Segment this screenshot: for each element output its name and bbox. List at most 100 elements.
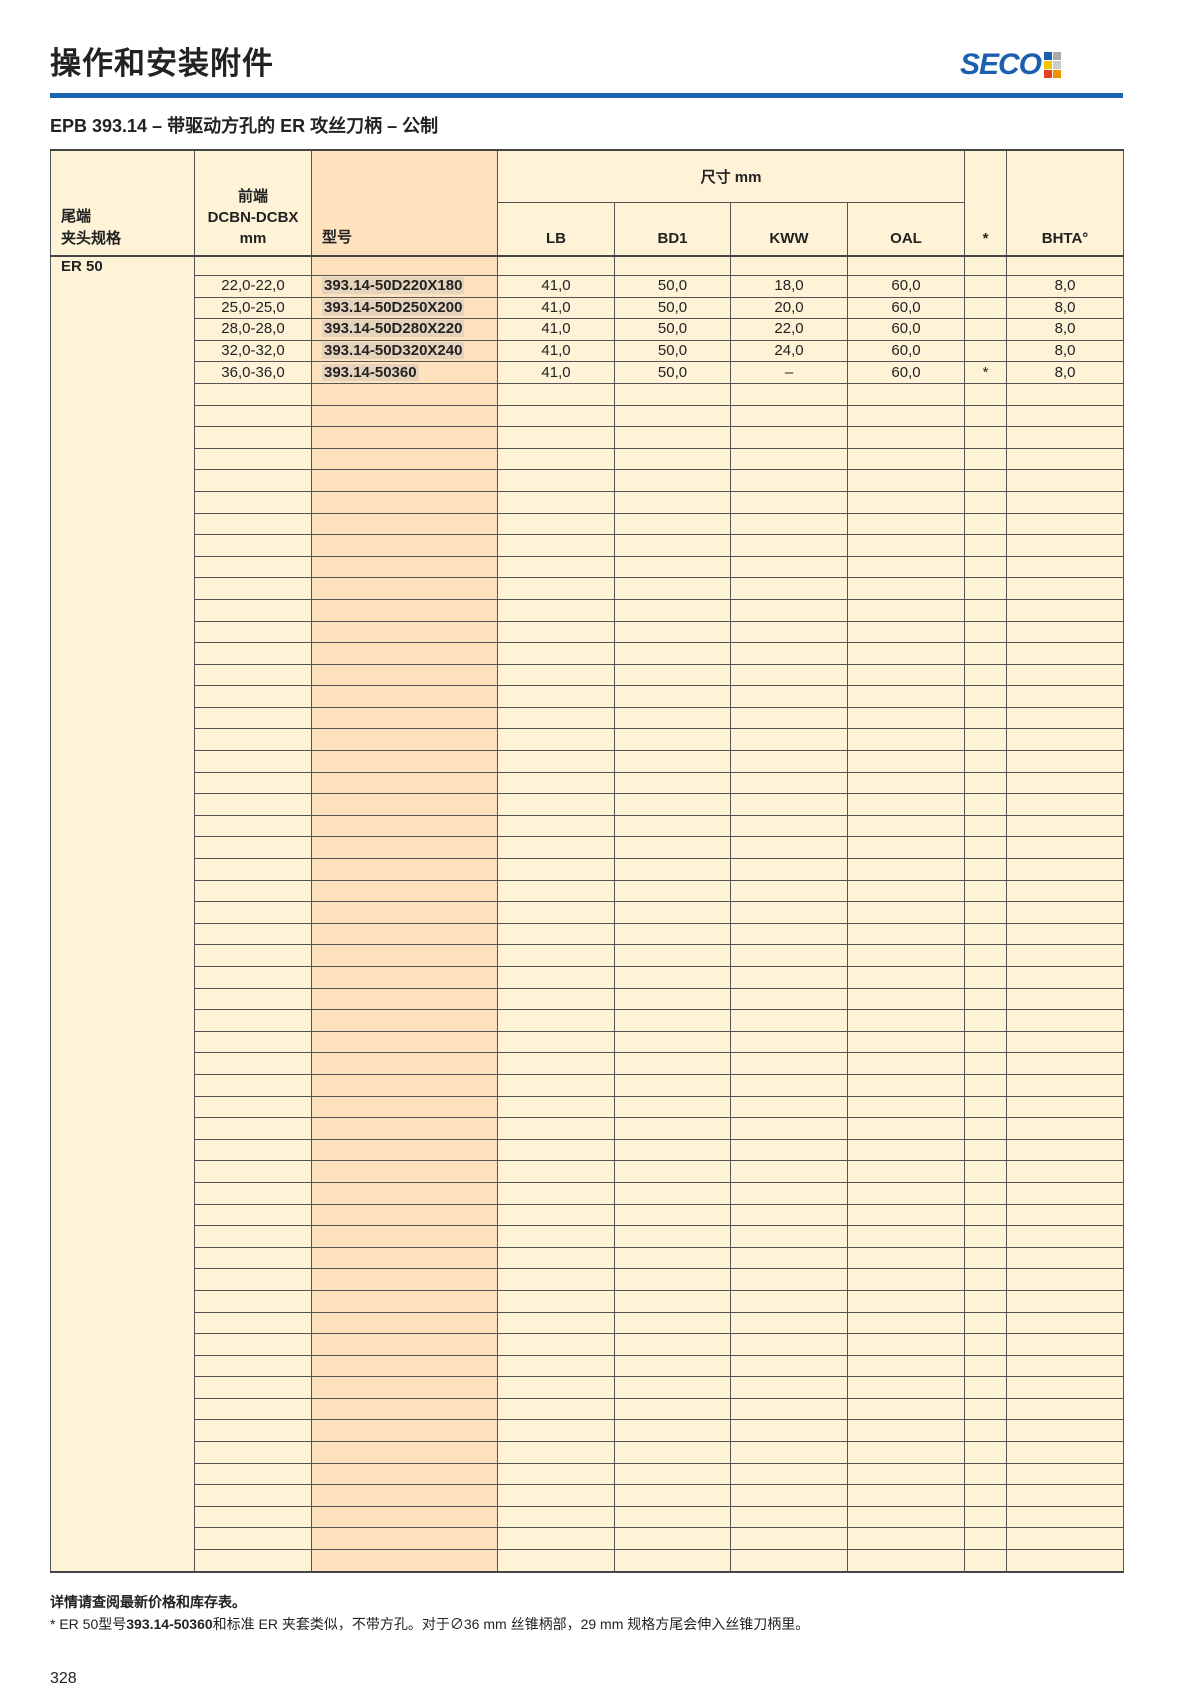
- cell-bhta: [1006, 383, 1125, 406]
- cell-range: [194, 664, 312, 687]
- cell-star: [964, 556, 1008, 579]
- cell-range: [194, 1096, 312, 1119]
- cell-kww: [730, 534, 848, 557]
- cell-oal: [846, 815, 966, 838]
- cell-bhta: 8,0: [1006, 340, 1125, 363]
- cell-lb: [497, 944, 615, 967]
- cell-model: [311, 772, 498, 795]
- cell-lb: [497, 1312, 615, 1335]
- cell-bd1: [614, 728, 731, 752]
- cell-bd1: [614, 256, 731, 276]
- cell-lb: [497, 1160, 615, 1183]
- header-dims: 尺寸 mm: [496, 149, 966, 203]
- cell-model: [311, 1527, 498, 1551]
- table-row: [51, 426, 1125, 449]
- cell-range: [194, 858, 312, 881]
- cell-range: 22,0-22,0: [194, 275, 312, 298]
- cell-bhta: [1006, 426, 1125, 449]
- cell-model: [311, 1376, 498, 1399]
- cell-model: [311, 1398, 498, 1421]
- cell-oal: [846, 1527, 966, 1551]
- cell-lb: [497, 1139, 615, 1162]
- cell-bhta: [1006, 556, 1125, 579]
- cell-model: [311, 469, 498, 492]
- cell-kww: [730, 750, 848, 773]
- header-collet: 尾端 夹头规格: [50, 149, 195, 257]
- cell-lb: [497, 728, 615, 752]
- cell-lb: [497, 1204, 615, 1227]
- cell-lb: [497, 1290, 615, 1313]
- cell-oal: [846, 1074, 966, 1097]
- cell-bd1: [614, 556, 731, 579]
- cell-range: [194, 256, 312, 276]
- cell-lb: [497, 1355, 615, 1378]
- cell-range: [194, 577, 312, 600]
- cell-bhta: [1006, 1290, 1125, 1313]
- cell-bhta: [1006, 923, 1125, 946]
- cell-oal: [846, 534, 966, 557]
- cell-model: [311, 1225, 498, 1248]
- cell-model: [311, 1355, 498, 1378]
- table-row: 25,0-25,0 393.14-50D250X200 41,0 50,0 20,0 60…: [51, 297, 1125, 320]
- cell-kww: [730, 599, 848, 622]
- cell-kww: [730, 1139, 848, 1162]
- cell-model: [311, 944, 498, 967]
- cell-star: [964, 1376, 1008, 1399]
- cell-kww: [730, 923, 848, 946]
- cell-kww: [730, 469, 848, 492]
- cell-oal: [846, 793, 966, 816]
- cell-model: [311, 1247, 498, 1270]
- table-row: 22,0-22,0 393.14-50D220X180 41,0 50,0 18,0 60…: [51, 275, 1125, 298]
- cell-bhta: [1006, 1355, 1125, 1378]
- cell-lb: 41,0: [497, 275, 615, 298]
- cell-bhta: [1006, 1333, 1125, 1356]
- cell-kww: [730, 1333, 848, 1356]
- table-row: [51, 577, 1125, 600]
- cell-oal: [846, 880, 966, 903]
- table-row: [51, 1139, 1125, 1162]
- cell-model: [311, 901, 498, 924]
- cell-bd1: 50,0: [614, 340, 731, 363]
- cell-oal: [846, 944, 966, 967]
- cell-model: [311, 1463, 498, 1486]
- cell-oal: [846, 1182, 966, 1205]
- header-model: 型号: [311, 149, 498, 257]
- cell-bhta: [1006, 1549, 1125, 1573]
- table-row: [51, 1074, 1125, 1097]
- cell-kww: [730, 944, 848, 967]
- cell-bhta: [1006, 513, 1125, 536]
- cell-bd1: 50,0: [614, 361, 731, 384]
- cell-kww: [730, 1160, 848, 1183]
- cell-bd1: [614, 1031, 731, 1054]
- cell-model: [311, 1117, 498, 1140]
- cell-star: [964, 426, 1008, 449]
- cell-model: [311, 513, 498, 536]
- page-title: 操作和安装附件: [50, 46, 274, 82]
- cell-range: [194, 793, 312, 816]
- table-row: [51, 1419, 1125, 1443]
- table-row: [51, 405, 1125, 428]
- cell-bhta: [1006, 1052, 1125, 1075]
- cell-range: [194, 1074, 312, 1097]
- cell-bd1: [614, 664, 731, 687]
- cell-kww: [730, 1074, 848, 1097]
- cell-bd1: [614, 1549, 731, 1573]
- cell-model: [311, 1290, 498, 1313]
- cell-oal: [846, 1463, 966, 1486]
- cell-kww: 22,0: [730, 318, 848, 341]
- cell-star: [964, 621, 1008, 644]
- cell-oal: [846, 1484, 966, 1507]
- cell-bd1: [614, 1376, 731, 1399]
- cell-kww: [730, 1117, 848, 1140]
- table-row: [51, 1096, 1125, 1119]
- cell-star: [964, 728, 1008, 752]
- cell-kww: [730, 901, 848, 924]
- table-row: [51, 858, 1125, 881]
- cell-bd1: [614, 577, 731, 600]
- cell-kww: [730, 728, 848, 752]
- cell-model: [311, 405, 498, 428]
- cell-range: [194, 1268, 312, 1291]
- table-row: [51, 707, 1125, 730]
- cell-model: [311, 1139, 498, 1162]
- cell-range: 25,0-25,0: [194, 297, 312, 320]
